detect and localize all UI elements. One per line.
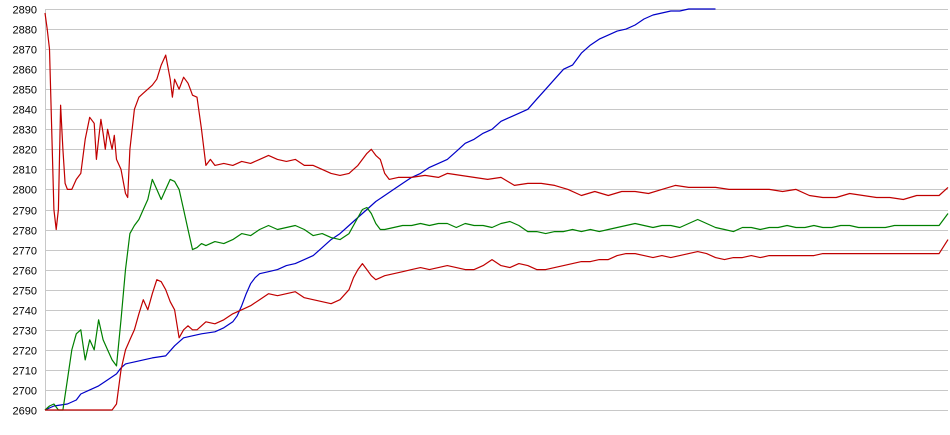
y-tick-label: 2830 bbox=[13, 125, 37, 137]
series-lines bbox=[44, 8, 949, 411]
y-tick-label: 2720 bbox=[13, 346, 37, 358]
y-tick-label: 2750 bbox=[13, 286, 37, 298]
y-tick-label: 2880 bbox=[13, 25, 37, 37]
series-line-3 bbox=[44, 178, 949, 411]
y-axis-tick-labels: 2690 2700 2710 2720 2730 2740 2750 2760 2770 2780… bbox=[13, 5, 37, 418]
series-line-1 bbox=[44, 8, 716, 411]
y-tick-label: 2780 bbox=[13, 226, 37, 238]
y-tick-label: 2800 bbox=[13, 185, 37, 197]
y-tick-label: 2890 bbox=[13, 5, 37, 17]
y-tick-label: 2820 bbox=[13, 145, 37, 157]
y-tick-label: 2710 bbox=[13, 366, 37, 378]
y-tick-label: 2730 bbox=[13, 326, 37, 338]
y-tick-label: 2770 bbox=[13, 246, 37, 258]
y-tick-label: 2870 bbox=[13, 45, 37, 57]
y-tick-label: 2760 bbox=[13, 266, 37, 278]
y-tick-label: 2790 bbox=[13, 206, 37, 218]
y-tick-label: 2740 bbox=[13, 306, 37, 318]
series-line-2 bbox=[44, 12, 949, 231]
series-line-4 bbox=[45, 239, 949, 411]
y-tick-label: 2810 bbox=[13, 165, 37, 177]
y-tick-label: 2850 bbox=[13, 85, 37, 97]
y-tick-label: 2690 bbox=[13, 406, 37, 418]
y-tick-label: 2700 bbox=[13, 386, 37, 398]
grid-lines bbox=[45, 9, 948, 411]
y-tick-label: 2840 bbox=[13, 105, 37, 117]
y-tick-label: 2860 bbox=[13, 65, 37, 77]
